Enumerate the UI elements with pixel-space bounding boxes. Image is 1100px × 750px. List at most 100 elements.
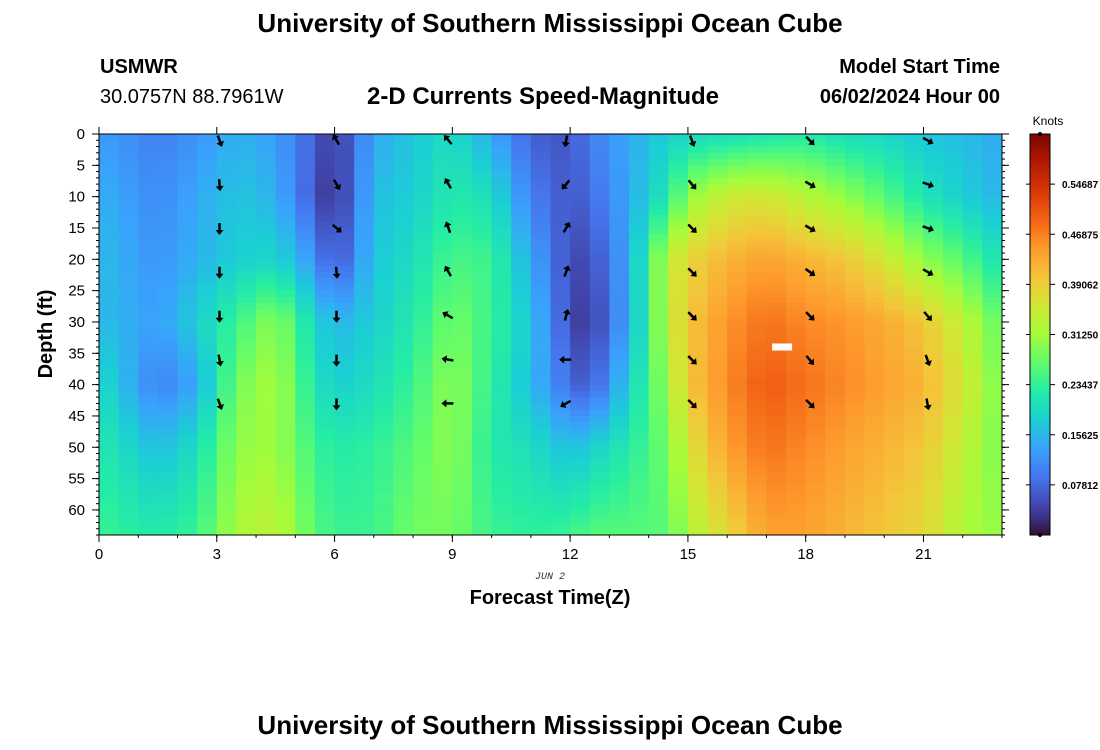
heatmap-cell (314, 309, 336, 317)
heatmap-cell (962, 234, 983, 242)
heatmap-cell (570, 240, 591, 248)
heatmap-cell (157, 190, 179, 198)
heatmap-cell (668, 372, 689, 379)
heatmap-cell (746, 284, 768, 292)
heatmap-cell (432, 447, 453, 455)
heatmap-cell (668, 215, 689, 223)
heatmap-cell (629, 134, 650, 141)
heatmap-cell (982, 177, 1002, 185)
heatmap-cell (884, 321, 905, 329)
heatmap-cell (629, 509, 650, 517)
heatmap-cell (452, 415, 473, 423)
heatmap-cell (157, 466, 179, 473)
heatmap-cell (530, 234, 552, 242)
heatmap-cell (982, 196, 1002, 204)
heatmap-cell (118, 359, 139, 367)
heatmap-cell (825, 209, 846, 217)
heatmap-cell (295, 528, 316, 535)
heatmap-cell (746, 227, 768, 235)
heatmap-cell (864, 315, 885, 323)
heatmap-cell (275, 491, 296, 499)
heatmap-cell (786, 447, 807, 455)
heatmap-cell (471, 503, 493, 511)
heatmap-cell (648, 146, 669, 154)
heatmap-cell (864, 384, 885, 392)
heatmap-cell (354, 459, 375, 467)
heatmap-cell (589, 422, 610, 430)
heatmap-cell (609, 434, 630, 442)
heatmap-cell (766, 265, 787, 273)
heatmap-cell (570, 365, 591, 373)
heatmap-cell (413, 503, 434, 511)
arrow-shaft (804, 180, 813, 187)
heatmap-cell (629, 315, 650, 323)
heatmap-cell (295, 491, 316, 499)
heatmap-cell (354, 303, 375, 311)
heatmap-cell (118, 497, 139, 505)
heatmap-cell (471, 484, 493, 492)
heatmap-cell (138, 516, 159, 524)
heatmap-cell (864, 447, 885, 455)
heatmap-cell (825, 215, 846, 223)
heatmap-cell (530, 290, 552, 298)
heatmap-cell (275, 522, 296, 530)
heatmap-cell (962, 340, 983, 348)
heatmap-cell (354, 453, 375, 461)
heatmap-cell (373, 466, 395, 473)
heatmap-cell (138, 284, 159, 292)
heatmap-cell (275, 209, 296, 217)
heatmap-cell (452, 221, 473, 229)
heatmap-cell (118, 171, 139, 179)
heatmap-cell (177, 516, 198, 524)
heatmap-cell (177, 459, 198, 467)
current-arrow (687, 311, 697, 321)
heatmap-cell (314, 428, 336, 436)
heatmap-cell (177, 265, 198, 273)
heatmap-cell (197, 234, 218, 242)
heatmap-cell (668, 246, 689, 254)
heatmap-cell (334, 359, 355, 367)
heatmap-cell (432, 428, 453, 436)
heatmap-cell (354, 522, 375, 530)
arrow-head (808, 314, 815, 321)
heatmap-cell (570, 159, 591, 166)
heatmap-cell (491, 441, 512, 448)
current-arrow (563, 265, 571, 277)
heatmap-cell (668, 459, 689, 467)
heatmap-cell (334, 190, 355, 198)
heatmap-cell (432, 415, 453, 423)
heatmap-cell (884, 353, 905, 361)
heatmap-cell (589, 403, 610, 411)
heatmap-cell (923, 453, 944, 461)
heatmap-cell (491, 278, 512, 285)
heatmap-cell (727, 441, 748, 448)
heatmap-cell (982, 284, 1002, 292)
heatmap-cell (766, 428, 787, 436)
heatmap-cell (589, 234, 610, 242)
heatmap-cell (903, 190, 925, 198)
heatmap-cell (884, 459, 905, 467)
heatmap-cell (314, 359, 336, 367)
heatmap-cell (648, 152, 669, 160)
heatmap-cell (687, 190, 709, 198)
heatmap-cell (256, 497, 277, 505)
heatmap-cell (118, 246, 139, 254)
heatmap-cell (707, 171, 728, 179)
heatmap-cell (314, 484, 336, 492)
heatmap-cell (903, 234, 925, 242)
heatmap-cell (648, 415, 669, 423)
heatmap-cell (530, 497, 552, 505)
heatmap-cell (648, 503, 669, 511)
heatmap-cell (236, 165, 257, 173)
heatmap-cell (373, 365, 395, 373)
heatmap-cell (727, 528, 748, 535)
heatmap-cell (805, 240, 826, 248)
heatmap-cell (943, 221, 964, 229)
heatmap-cell (118, 478, 139, 486)
heatmap-cell (197, 466, 218, 473)
heatmap-cell (471, 384, 493, 392)
heatmap-cell (550, 278, 571, 285)
heatmap-cell (138, 140, 159, 148)
heatmap-cell (452, 296, 473, 304)
heatmap-cell (746, 466, 768, 473)
